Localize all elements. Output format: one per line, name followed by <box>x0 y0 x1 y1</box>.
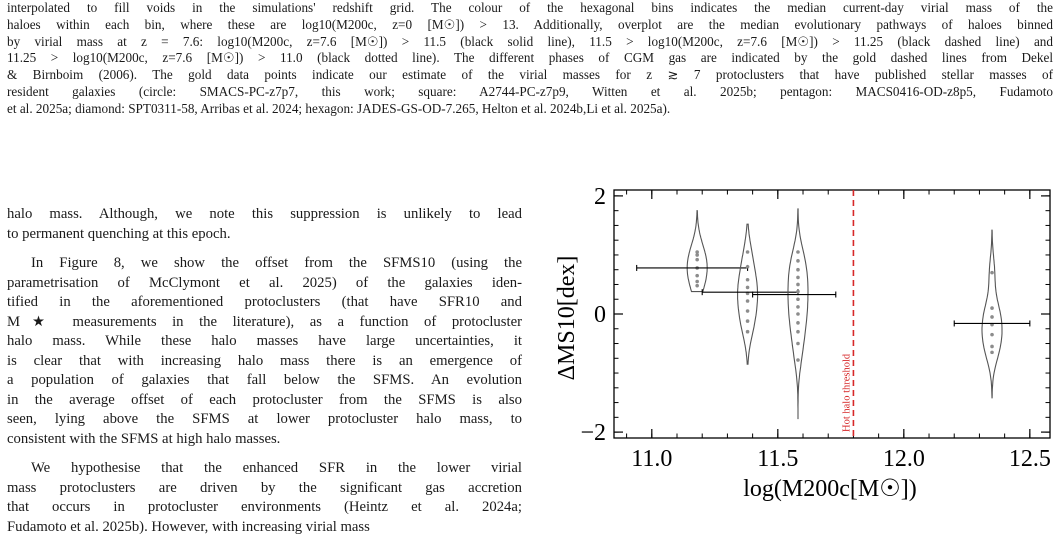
body-line: In Figure 8, we show the offset from the… <box>31 255 522 271</box>
galaxy-point <box>796 250 800 254</box>
body-line: mass protoclusters are driven by the sig… <box>7 479 522 496</box>
galaxy-point <box>796 275 800 280</box>
figure-caption: interpolated to fill voids in the simula… <box>7 0 1053 118</box>
galaxy-point <box>796 282 800 287</box>
y-tick-label: 0 <box>594 302 606 328</box>
galaxy-point <box>990 270 994 275</box>
galaxy-point <box>745 277 750 282</box>
body-line: M★ measurements in the literature), as a… <box>7 313 522 330</box>
body-line: is clear that with increasing halo mass … <box>7 352 522 369</box>
violin-shape <box>686 210 708 293</box>
galaxy-point <box>745 299 750 303</box>
violin-shape <box>787 208 809 420</box>
body-line: a population of galaxies that fall below… <box>7 372 522 388</box>
galaxy-point <box>695 257 699 262</box>
galaxy-point <box>695 273 699 278</box>
galaxy-point <box>990 350 994 355</box>
galaxy-point <box>796 358 800 362</box>
galaxy-point <box>990 306 994 310</box>
galaxy-point <box>990 315 994 319</box>
galaxy-point <box>745 329 750 334</box>
body-line: tified in the aforementioned protocluste… <box>7 294 522 310</box>
galaxy-point <box>745 264 750 269</box>
caption-line: interpolated to fill voids in the simula… <box>7 0 1053 15</box>
x-tick-label: 11.5 <box>757 446 798 472</box>
body-line: parametrisation of McClymont et al. 2025… <box>7 274 522 291</box>
caption-line: et al. 2025a; diamond: SPT0311-58, Arrib… <box>7 100 671 116</box>
galaxy-point <box>796 305 800 309</box>
galaxy-point <box>990 332 994 337</box>
violin-shape <box>737 223 759 365</box>
galaxy-point <box>796 321 800 325</box>
body-line: halo mass. While these halo masses have … <box>7 333 522 349</box>
body-line: to permanent quenching at this epoch. <box>7 225 231 242</box>
galaxy-point <box>695 279 699 284</box>
galaxy-point <box>745 309 750 313</box>
y-axis-label: ΔMS10[dex] <box>554 256 580 381</box>
x-tick-label: 11.0 <box>631 446 672 472</box>
caption-line: resident galaxies (circle: SMACS-PC-z7p7… <box>7 83 1053 99</box>
galaxy-point <box>745 250 750 254</box>
galaxy-point <box>695 250 699 254</box>
galaxy-point <box>695 253 699 257</box>
x-axis-label: log(M200c[M☉]) <box>743 476 916 502</box>
x-tick-label: 12.5 <box>1009 446 1051 472</box>
galaxy-point <box>695 283 699 288</box>
galaxy-point <box>796 312 800 316</box>
y-tick-label: −2 <box>580 420 606 446</box>
body-line: Fudamoto et al. 2025b). However, with in… <box>7 518 370 535</box>
galaxy-point <box>796 341 800 346</box>
hot-halo-threshold-label: Hot halo threshold <box>841 353 852 432</box>
galaxy-point <box>745 319 750 323</box>
galaxy-point <box>796 297 800 302</box>
body-line: seen, lying above the SFMS at lower prot… <box>7 411 522 427</box>
caption-line: haloes within each bin, where these are … <box>7 16 1053 32</box>
caption-line: 11.25 > log10(M200c, z=7.6 [M☉]) > 11.0 … <box>7 50 1053 66</box>
plot-frame <box>613 189 1051 439</box>
body-line: in the average offset of each protoclust… <box>7 391 522 408</box>
x-tick-label: 12.0 <box>883 446 925 472</box>
y-tick-label: 2 <box>594 184 606 210</box>
galaxy-point <box>796 329 800 334</box>
galaxy-point <box>796 259 800 263</box>
body-line: halo mass. Although, we note this suppre… <box>7 206 522 222</box>
galaxy-point <box>796 289 800 294</box>
violin-shape <box>981 229 1003 399</box>
caption-line: by virial mass at z = 7.6: log10(M200c, … <box>7 33 1053 49</box>
body-line: consistent with the SFMS at high halo ma… <box>7 430 281 447</box>
caption-line: & Birnboim (2006). The gold data points … <box>7 67 1053 83</box>
body-column: halo mass. Although, we note this suppre… <box>7 205 522 537</box>
body-line: We hypothesise that the enhanced SFR in … <box>31 460 522 476</box>
figure-8-violin-plot: 11.0 11.5 12.0 12.5 −2 0 2 Hot halo threshold Δ… <box>554 184 1051 502</box>
galaxy-point <box>796 267 800 272</box>
galaxy-point <box>990 344 994 349</box>
body-line: that occurs in protocluster environments… <box>7 499 522 515</box>
galaxy-point <box>745 285 750 290</box>
